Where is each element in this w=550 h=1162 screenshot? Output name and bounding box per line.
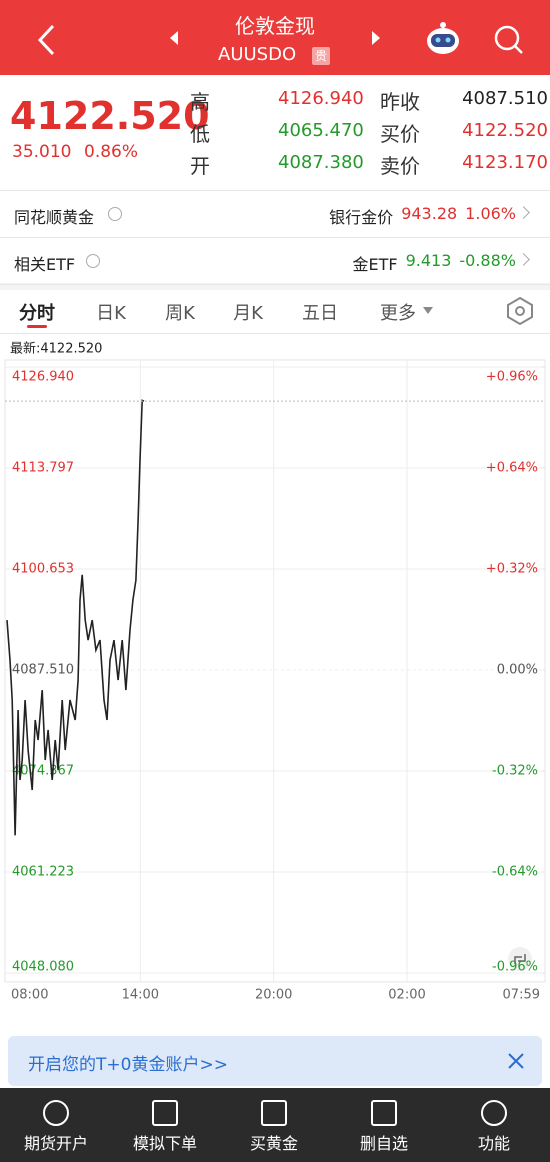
tab-underline (27, 325, 47, 328)
chart: 最新:4122.520 4126.940 4113.797 4100.653 4087… (4, 341, 546, 1003)
nav-label: 期货开户 (23, 1134, 88, 1153)
stat-label: 买价 (380, 122, 420, 146)
nav-icon (481, 1100, 507, 1126)
back-button[interactable] (37, 24, 55, 56)
badge: 贵 (312, 47, 330, 65)
nav-icon (261, 1100, 287, 1126)
y-tick-label: 4126.940 (12, 370, 74, 385)
nav-item[interactable]: 模拟下单 (115, 1088, 215, 1162)
divider (0, 190, 550, 191)
stat-label: 昨收 (380, 90, 420, 114)
stat-label: 低 (190, 122, 210, 146)
nav-item[interactable]: 期货开户 (6, 1088, 106, 1162)
last-price: 4122.520 (10, 94, 210, 138)
y2-tick-label: +0.64% (486, 461, 538, 476)
stat-value: 4065.470 (278, 120, 364, 141)
banner-text: 开启您的T+0黄金账户>> (28, 1055, 228, 1075)
nav-icon (152, 1100, 178, 1126)
nav-label: 模拟下单 (132, 1134, 197, 1153)
nav-icon (371, 1100, 397, 1126)
nav-label: 买黄金 (249, 1134, 298, 1153)
y-tick-label: 4113.797 (12, 460, 74, 475)
y2-tick-label: +0.32% (486, 562, 538, 577)
spacer (0, 283, 550, 290)
zoom-icon[interactable] (508, 947, 532, 971)
tab[interactable]: 更多 (380, 303, 416, 324)
x-tick-label: 14:00 (122, 988, 159, 1003)
row-right[interactable]: 银行金价 943.28 1.06% (329, 204, 516, 228)
info-icon[interactable] (108, 207, 122, 221)
tab[interactable]: 日K (96, 303, 126, 324)
row-right-value: 9.413 (405, 251, 452, 270)
row-right-pct: -0.88% (459, 251, 516, 270)
stat-label: 卖价 (380, 154, 420, 178)
tab[interactable]: 分时 (19, 303, 55, 324)
y2-tick-label: -0.32% (492, 764, 538, 779)
nav-label: 删自选 (359, 1134, 408, 1153)
x-tick-label: 20:00 (255, 988, 292, 1003)
next-button[interactable] (372, 31, 380, 45)
x-tick-label: 08:00 (11, 988, 48, 1003)
bottom-nav: 期货开户 模拟下单 买黄金 删自选 功能 (0, 1088, 550, 1162)
prev-button[interactable] (170, 31, 178, 45)
info-icon[interactable] (86, 254, 100, 268)
row-title: 相关ETF (14, 255, 76, 274)
code: AUUSDO (218, 44, 297, 65)
nav-label: 功能 (477, 1134, 510, 1153)
robot-icon[interactable] (427, 22, 459, 54)
row-right-label: 金ETF (352, 255, 398, 274)
divider (0, 333, 550, 334)
dropdown-arrow[interactable] (423, 307, 433, 314)
x-tick-label: 02:00 (388, 988, 425, 1003)
divider (0, 284, 550, 285)
change: 35.010 (12, 142, 72, 162)
plot-frame (4, 359, 546, 983)
price-line (6, 399, 145, 836)
y2-tick-label: -0.64% (492, 865, 538, 880)
x-tick-label: 07:59 (503, 988, 540, 1003)
tab[interactable]: 月K (233, 303, 263, 324)
y2-tick-label: +0.96% (486, 370, 538, 385)
row-right-pct: 1.06% (465, 204, 516, 223)
divider (0, 237, 550, 238)
y-tick-label: 4100.653 (12, 562, 74, 577)
stat-value: 4126.940 (278, 88, 364, 109)
stat-label: 高 (190, 90, 210, 114)
row-right-value: 943.28 (401, 204, 458, 223)
chevron[interactable] (517, 253, 530, 266)
stat-value: 4122.520 (462, 120, 548, 141)
y-tick-label: 4061.223 (12, 865, 74, 880)
chevron[interactable] (517, 206, 530, 219)
title: 伦敦金现 (235, 14, 315, 38)
row-title: 同花顺黄金 (14, 208, 95, 227)
settings-icon[interactable] (500, 296, 540, 326)
latest-label: 最新:4122.520 (10, 341, 102, 357)
nav-item[interactable]: 删自选 (334, 1088, 434, 1162)
stat-value: 4087.380 (278, 152, 364, 173)
stat-value: 4087.510 (462, 88, 548, 109)
tab[interactable]: 周K (165, 303, 195, 324)
header-icons (37, 22, 523, 56)
y-tick-label: 4087.510 (12, 663, 74, 678)
stat-value: 4123.170 (462, 152, 548, 173)
nav-icon (43, 1100, 69, 1126)
search-icon[interactable] (494, 25, 523, 54)
y2-tick-label: 0.00% (497, 663, 538, 678)
row-right[interactable]: 金ETF 9.413 -0.88% (352, 251, 516, 275)
y-tick-label: 4048.080 (12, 960, 74, 975)
nav-item[interactable]: 买黄金 (224, 1088, 324, 1162)
nav-item[interactable]: 功能 (444, 1088, 544, 1162)
stat-label: 开 (190, 154, 210, 178)
y2-tick-label: -0.96% (492, 960, 538, 975)
header: 伦敦金现 AUUSDO 贵 (0, 0, 550, 75)
banner[interactable]: 开启您的T+0黄金账户>> (8, 1036, 542, 1086)
change-pct: 0.86% (84, 142, 139, 162)
row-right-label: 银行金价 (329, 208, 394, 227)
tab[interactable]: 五日 (302, 303, 338, 324)
close-button[interactable] (506, 1051, 526, 1071)
